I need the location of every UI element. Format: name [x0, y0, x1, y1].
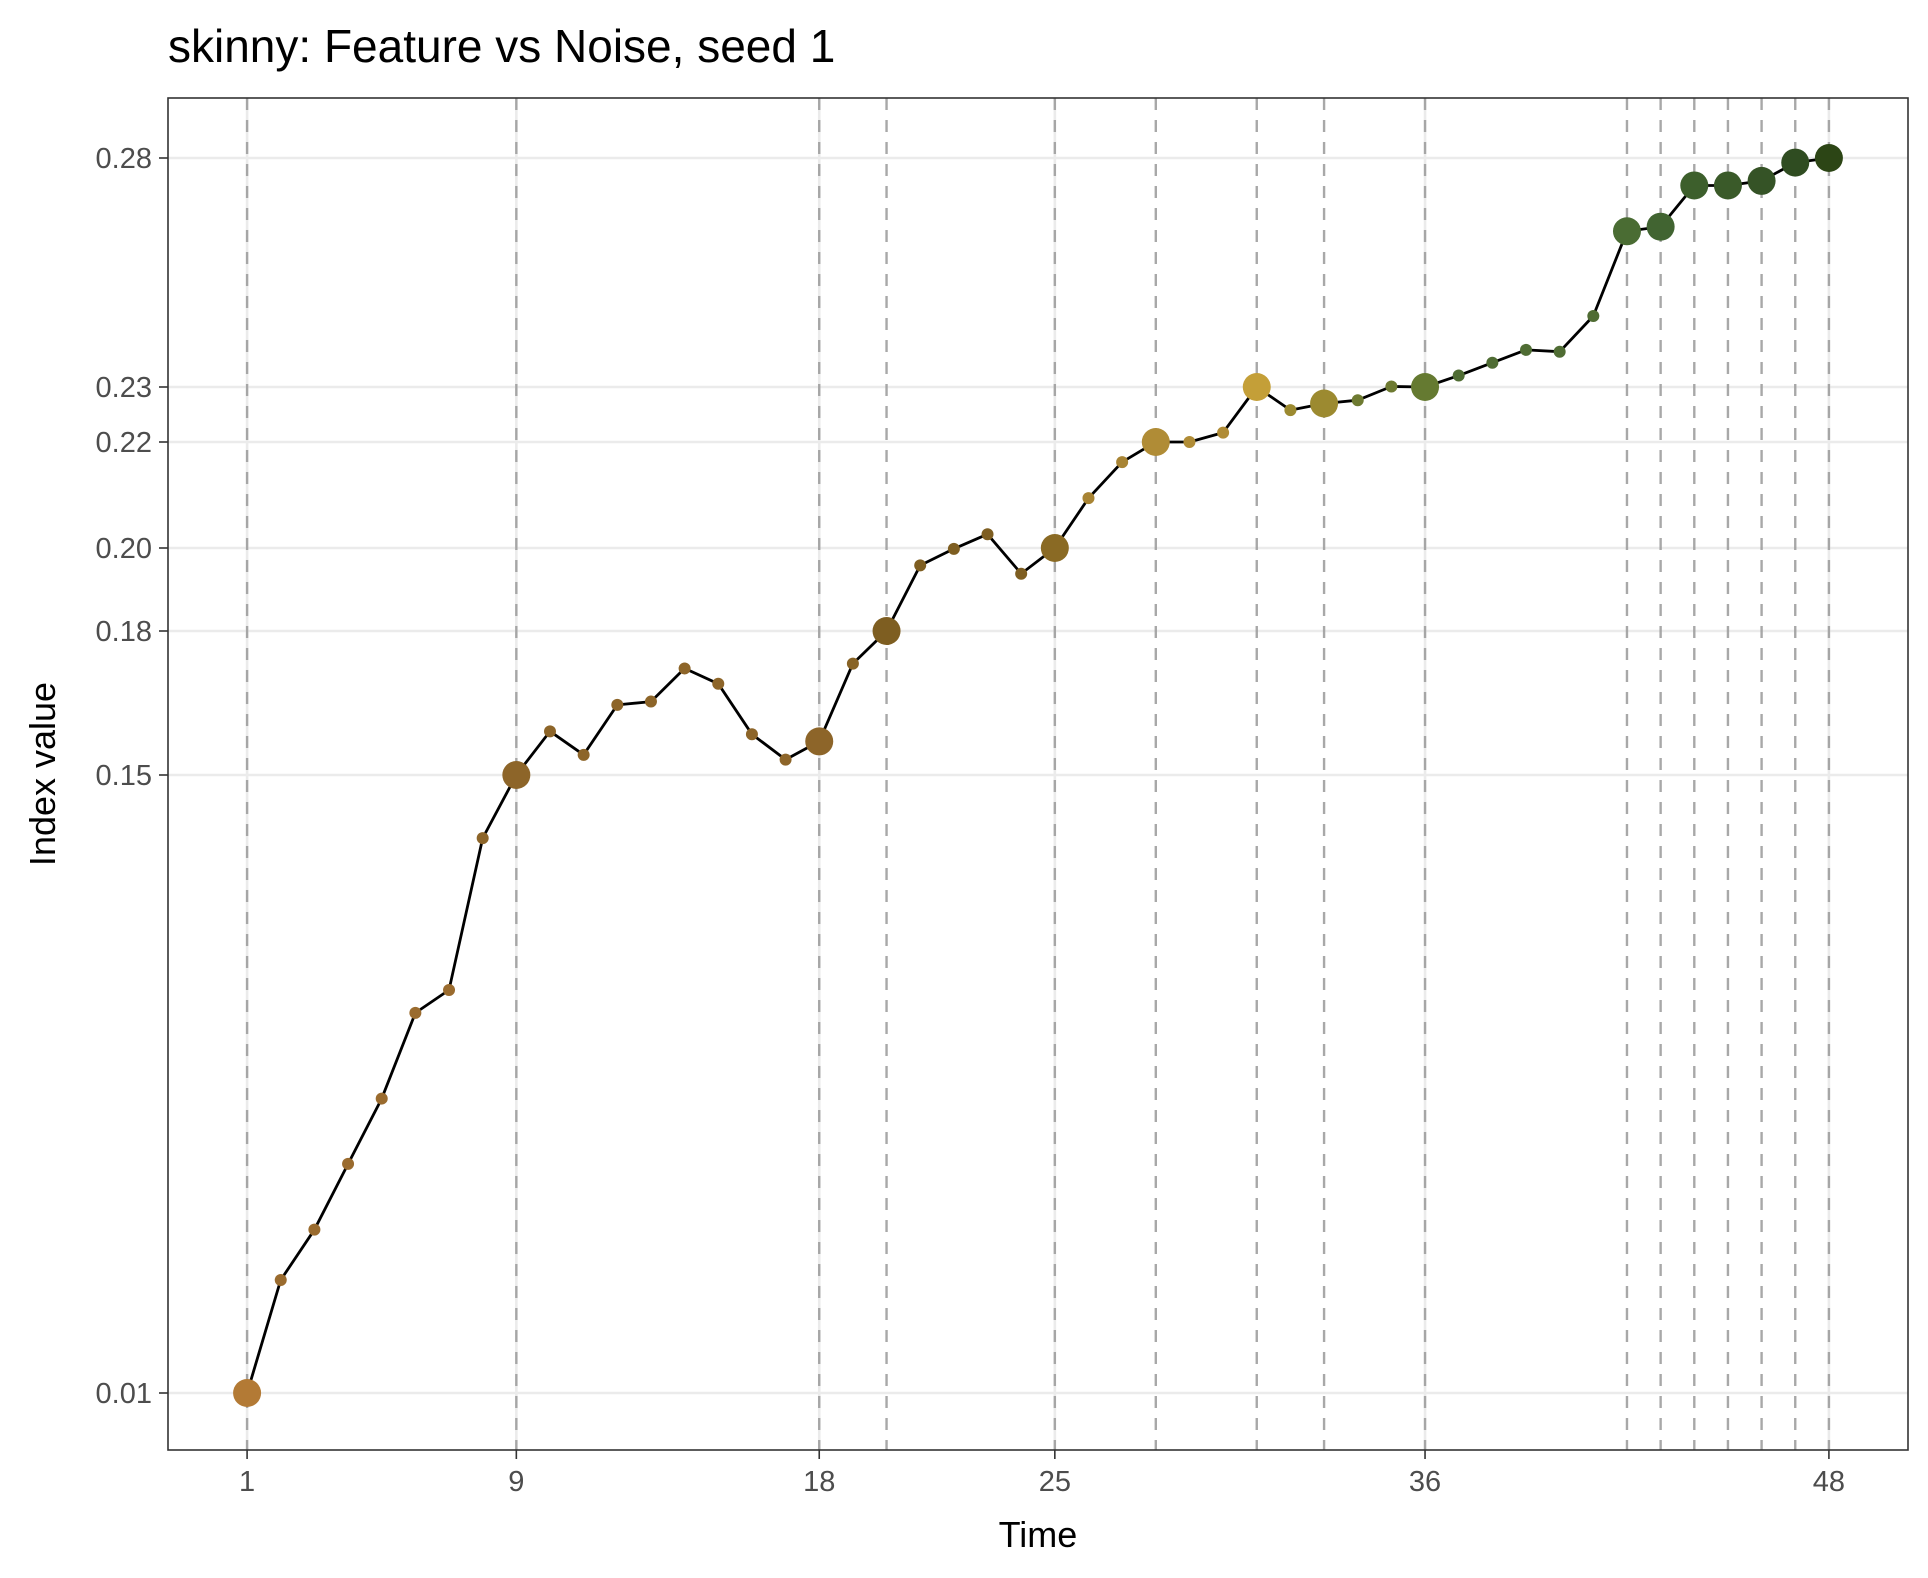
- data-point: [409, 1006, 422, 1019]
- data-point: [1082, 492, 1095, 505]
- highlight-point: [1310, 389, 1339, 418]
- highlight-point: [1612, 217, 1641, 246]
- data-point: [678, 662, 691, 675]
- highlight-point: [502, 761, 531, 789]
- data-point: [1284, 404, 1297, 417]
- chart-title: skinny: Feature vs Noise, seed 1: [168, 20, 835, 72]
- highlight-point: [1411, 373, 1440, 401]
- y-tick-label: 0.23: [96, 372, 152, 404]
- data-point: [1520, 343, 1533, 356]
- y-axis-ticks: 0.01 0.15 0.18 0.20 0.22 0.23 0.28: [96, 143, 168, 1410]
- highlight-point: [872, 617, 901, 645]
- data-point: [1486, 356, 1499, 369]
- data-point: [947, 542, 960, 555]
- data-point: [644, 695, 657, 708]
- data-point: [914, 559, 927, 572]
- x-tick-label: 9: [508, 1466, 524, 1498]
- highlight-point: [1141, 428, 1170, 456]
- highlight-point: [1814, 144, 1843, 172]
- data-point: [274, 1273, 287, 1286]
- highlight-point: [805, 727, 834, 756]
- x-axis-title: Time: [999, 1514, 1078, 1555]
- data-point: [308, 1223, 321, 1236]
- x-tick-label: 1: [239, 1466, 255, 1498]
- data-point: [443, 983, 456, 996]
- data-point: [577, 748, 590, 761]
- highlight-point: [1747, 166, 1776, 195]
- x-tick-label: 18: [803, 1466, 835, 1498]
- y-tick-label: 0.20: [96, 533, 152, 565]
- vertical-reference-lines: [245, 98, 1831, 1450]
- y-tick-label: 0.01: [96, 1378, 152, 1410]
- highlight-point: [233, 1379, 262, 1407]
- data-point: [1015, 567, 1028, 580]
- y-tick-label: 0.28: [96, 143, 152, 175]
- data-point: [1452, 369, 1465, 382]
- data-point: [981, 528, 994, 541]
- highlight-point: [1713, 171, 1742, 200]
- data-point: [1587, 310, 1600, 323]
- highlight-point: [1781, 148, 1810, 177]
- highlight-point: [1680, 171, 1709, 200]
- y-tick-label: 0.18: [96, 616, 152, 648]
- data-point: [375, 1092, 388, 1105]
- plot-border: [167, 97, 1909, 1451]
- data-point: [1385, 380, 1398, 393]
- data-point: [712, 677, 725, 690]
- data-point: [1351, 394, 1364, 407]
- y-tick-label: 0.22: [96, 427, 152, 459]
- x-axis-ticks: 1 9 18 25 36 48: [239, 1450, 1845, 1498]
- data-point: [611, 698, 624, 711]
- data-point: [1553, 345, 1566, 358]
- data-point: [342, 1157, 355, 1170]
- data-point: [543, 725, 556, 738]
- data-point: [846, 657, 859, 670]
- data-point: [1116, 456, 1129, 469]
- data-points: [233, 144, 1843, 1407]
- highlight-point: [1646, 212, 1675, 241]
- highlight-point: [1040, 534, 1069, 562]
- x-tick-label: 48: [1813, 1466, 1845, 1498]
- x-tick-label: 25: [1039, 1466, 1071, 1498]
- data-point: [476, 832, 489, 845]
- x-tick-label: 36: [1409, 1466, 1441, 1498]
- data-point: [1183, 436, 1196, 448]
- highlight-point: [1242, 373, 1271, 401]
- data-point: [1217, 426, 1230, 439]
- y-tick-label: 0.15: [96, 760, 152, 792]
- y-axis-title: Index value: [22, 682, 63, 866]
- data-point: [779, 753, 792, 766]
- data-point: [745, 728, 758, 741]
